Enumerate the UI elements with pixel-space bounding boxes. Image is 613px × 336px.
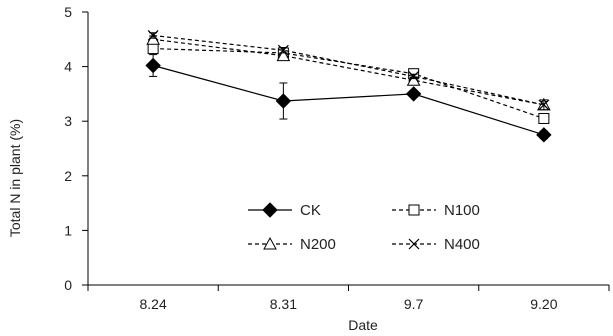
point-n400	[538, 99, 550, 111]
legend-label-n400: N400	[444, 236, 480, 253]
series-n200	[146, 32, 551, 111]
y-tick-label: 1	[64, 222, 72, 238]
y-tick-label: 0	[64, 277, 72, 293]
series-layer	[145, 30, 552, 143]
point-ck	[145, 57, 161, 74]
marker-stroke	[147, 30, 159, 41]
x-tick-label: 9.7	[404, 296, 424, 312]
series-line-n200	[153, 38, 544, 106]
y-tick-label: 2	[64, 168, 72, 184]
x-tick-label: 8.31	[270, 296, 297, 312]
y-tick-label: 4	[64, 59, 72, 75]
x-axis-title: Date	[348, 317, 378, 333]
point-n400	[408, 71, 420, 82]
series-line-n400	[153, 34, 545, 106]
series-n100	[147, 43, 550, 124]
x-tick-label: 9.20	[530, 296, 557, 312]
legend-marker-ck	[262, 202, 278, 218]
legend-label-n100: N100	[444, 202, 480, 219]
marker-stroke	[277, 44, 289, 56]
point-n200	[276, 48, 291, 62]
legend-label-ck: CK	[300, 202, 321, 219]
point-n400	[277, 44, 289, 56]
point-n100	[538, 112, 550, 124]
x-tick-label: 8.24	[140, 296, 167, 312]
legend-item-n400: N400	[392, 236, 480, 253]
series-line-ck	[152, 64, 545, 136]
point-n400	[147, 30, 159, 41]
axes: 0 1 2 3 4 5 8.24 8.31 9.7 9.20	[64, 4, 610, 312]
point-ck	[275, 93, 292, 109]
marker-stroke	[538, 99, 550, 111]
point-n100	[147, 43, 159, 55]
series-line-n100	[153, 47, 545, 120]
y-tick-label: 5	[64, 4, 72, 20]
point-ck	[405, 86, 422, 102]
marker-stroke	[408, 238, 420, 250]
legend: CK N100 N200 N400	[248, 202, 480, 253]
legend-item-ck: CK	[248, 202, 321, 219]
legend-item-n200: N200	[248, 236, 336, 253]
legend-marker-n400	[408, 238, 420, 250]
y-axis-title: Total N in plant (%)	[7, 119, 23, 237]
point-ck	[536, 127, 552, 143]
series-ck	[145, 54, 552, 143]
legend-item-n100: N100	[392, 202, 480, 219]
marker-stroke	[408, 71, 420, 82]
legend-label-n200: N200	[300, 236, 336, 253]
legend-marker-n200	[263, 236, 277, 250]
legend-marker-n100	[408, 204, 420, 216]
series-n400	[147, 30, 550, 111]
y-tick-label: 3	[64, 113, 72, 129]
